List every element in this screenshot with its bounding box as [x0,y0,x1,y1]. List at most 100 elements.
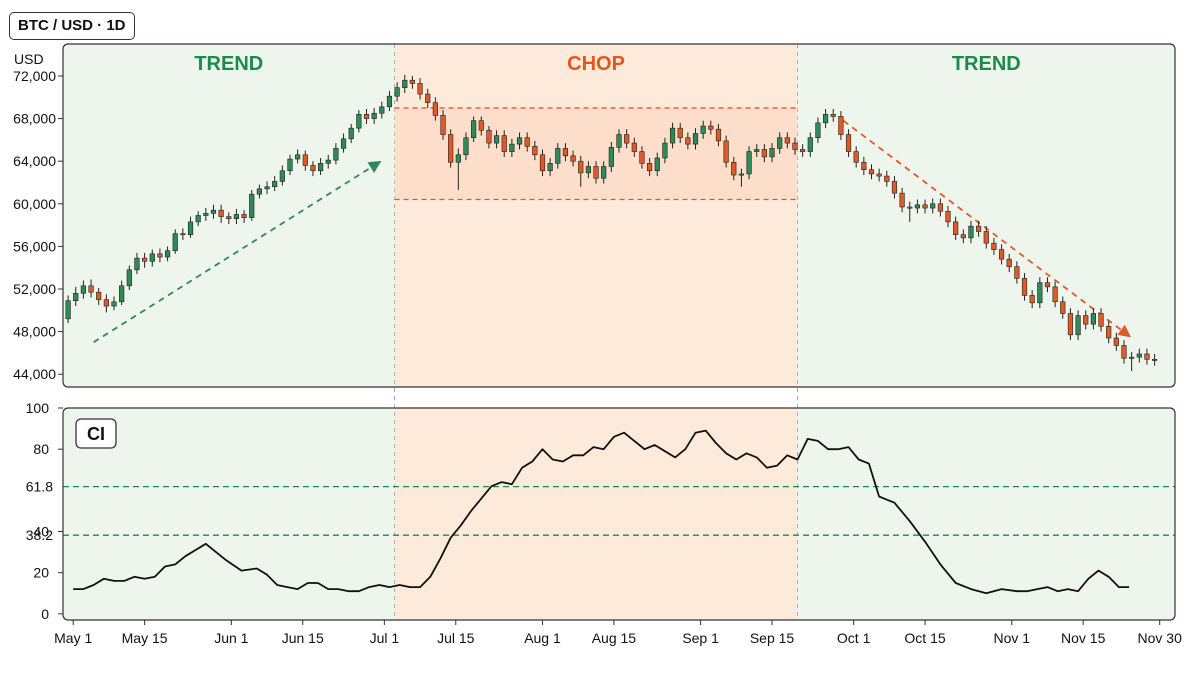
candle-body [1083,315,1089,325]
candle-body [111,301,117,307]
candle-body [187,221,194,235]
candle [547,157,553,177]
candle-body [868,169,875,175]
candle [486,126,492,149]
candle-body [134,257,140,271]
candle [187,216,194,238]
candle-body [509,143,515,152]
candle [624,129,630,149]
candle [731,156,737,181]
candle [1106,320,1112,344]
candle [88,279,94,298]
candle-body [570,155,576,162]
candle-body [822,114,829,124]
ci-y-axis: 0 20 40 80 100 [26,400,63,622]
candle-body [1029,295,1035,304]
x-tick-label: Nov 1 [993,630,1030,646]
candle [256,184,262,199]
candle-body [1044,282,1051,288]
ci-y-tick-label: 80 [33,441,49,457]
candle [111,296,117,311]
ci-region-trend-0 [63,408,395,620]
candle-body [578,160,584,174]
candle [631,137,637,157]
candle [1075,310,1081,341]
candle-body [991,242,997,250]
candle-body [647,163,653,172]
candle-body [731,161,737,176]
candle-body [425,93,431,103]
candle [723,135,729,168]
ci-line [73,429,1130,595]
candle-body [80,285,86,294]
candle-body [998,249,1005,260]
candle [103,294,109,313]
candle-body [164,250,171,258]
candle [1098,308,1104,332]
candle-body [792,142,798,150]
candle [677,122,683,144]
candle-body [218,209,224,217]
price-y-tick-label: 68,000 [13,111,56,127]
candle [295,149,301,164]
ci-badge-label: CI [87,424,105,444]
candle [922,199,928,214]
x-tick-label: Oct 1 [837,630,871,646]
region-label-chop-1: CHOP [567,53,625,75]
candle [884,170,890,187]
x-tick-label: Sep 1 [682,630,719,646]
ci-threshold-label: 38.2 [26,527,53,543]
ci-badge-box [75,418,117,449]
candle [998,244,1005,265]
candle-body [371,112,377,119]
ci-region-chop-1 [394,408,798,620]
x-tick-label: Jun 15 [282,630,324,646]
candle [325,154,331,169]
candle-body [968,225,974,239]
candle-body [639,151,645,164]
candle [394,82,400,102]
candle [715,123,722,147]
candle [516,132,523,150]
candle-body [264,186,270,190]
candle [876,168,882,182]
candle-body [800,149,806,152]
candle [432,97,438,121]
candle [1029,290,1035,309]
ci-regions [63,408,1175,620]
candle-body [815,122,821,139]
candle-body [1129,356,1135,359]
candle [945,205,951,228]
candle-body [478,120,484,131]
candle [1052,281,1058,308]
candle [692,128,699,150]
x-tick-label: Oct 15 [904,630,945,646]
candle-body [539,154,546,172]
x-tick-label: May 1 [54,630,92,646]
candle [96,287,102,305]
candle-body [310,165,316,172]
x-tick-label: Jul 1 [370,630,400,646]
region-labels: TREND CHOP TREND [194,53,1020,75]
candle [1136,348,1142,363]
region-label-trend-0: TREND [194,53,263,75]
candle-body [807,137,813,152]
candle [685,132,691,150]
candle-body [96,291,102,300]
candle-body [547,163,553,172]
candle-body [876,173,882,177]
candle-body [287,158,293,172]
candle-body [73,292,79,302]
candle [815,117,821,144]
candle-body [142,257,148,262]
candle-body [1037,282,1043,304]
candle [608,142,614,172]
candle [891,176,898,199]
price-region-trend-2 [797,44,1175,387]
candle [845,129,852,157]
candle [800,144,806,157]
candle-body [126,269,132,287]
candle-body [409,79,416,84]
candle-body [777,137,783,149]
